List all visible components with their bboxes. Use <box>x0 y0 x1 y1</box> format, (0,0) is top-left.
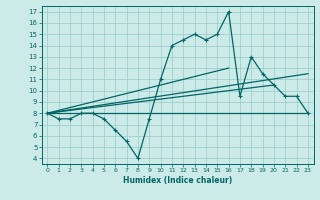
X-axis label: Humidex (Indice chaleur): Humidex (Indice chaleur) <box>123 176 232 185</box>
